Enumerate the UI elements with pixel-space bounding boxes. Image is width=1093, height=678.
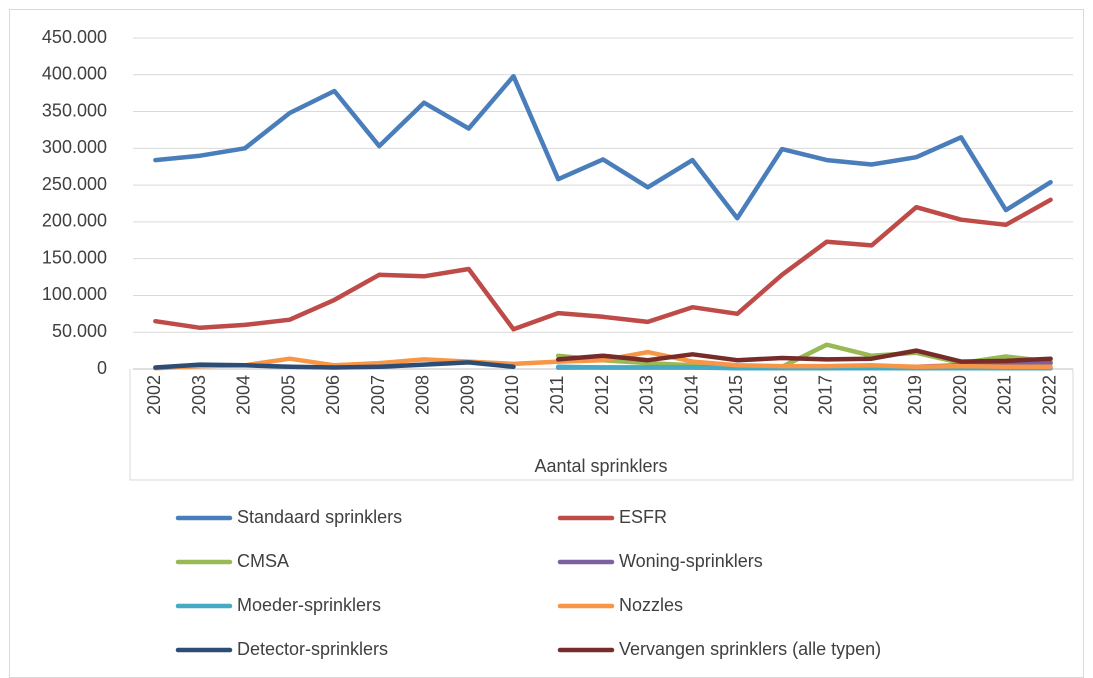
x-tick-label: 2008 (413, 375, 433, 415)
series-line (153, 360, 516, 370)
x-tick-label: 2021 (995, 375, 1015, 415)
y-tick-label: 400.000 (42, 64, 107, 84)
x-tick-label: 2015 (726, 375, 746, 415)
y-tick-label: 200.000 (42, 211, 107, 231)
x-tick-label: 2003 (189, 375, 209, 415)
x-tick-label: 2017 (816, 375, 836, 415)
legend-label: Detector-sprinklers (237, 639, 388, 659)
legend-label: Nozzles (619, 595, 683, 615)
chart-frame (9, 9, 1084, 678)
y-tick-label: 0 (97, 358, 107, 378)
legend-label: Vervangen sprinklers (alle typen) (619, 639, 881, 659)
y-tick-label: 100.000 (42, 284, 107, 304)
x-tick-label: 2019 (905, 375, 925, 415)
legend-label: Woning-sprinklers (619, 551, 763, 571)
x-tick-label: 2010 (502, 375, 522, 415)
y-tick-label: 150.000 (42, 247, 107, 267)
x-tick-label: 2014 (681, 375, 701, 415)
x-tick-label: 2016 (771, 375, 791, 415)
y-tick-label: 50.000 (52, 321, 107, 341)
category-box (129, 369, 1074, 481)
x-tick-label: 2002 (144, 375, 164, 415)
x-tick-label: 2004 (234, 375, 254, 415)
x-tick-label: 2022 (1039, 375, 1059, 415)
x-tick-label: 2009 (457, 375, 477, 415)
x-tick-label: 2012 (592, 375, 612, 415)
x-tick-label: 2013 (637, 375, 657, 415)
y-tick-label: 350.000 (42, 100, 107, 120)
x-tick-label: 2006 (323, 375, 343, 415)
y-tick-label: 250.000 (42, 174, 107, 194)
series-line (555, 348, 1053, 364)
x-tick-label: 2018 (860, 375, 880, 415)
x-tick-label: 2005 (278, 375, 298, 415)
legend-label: ESFR (619, 507, 667, 527)
series-line (153, 197, 1053, 332)
legend-label: CMSA (237, 551, 289, 571)
y-tick-label: 300.000 (42, 137, 107, 157)
series-line (153, 349, 1053, 371)
legend-label: Standaard sprinklers (237, 507, 402, 527)
series-line (153, 73, 1053, 221)
x-tick-label: 2011 (547, 376, 567, 415)
y-tick-label: 450.000 (42, 27, 107, 47)
x-tick-label: 2020 (950, 375, 970, 415)
legend-label: Moeder-sprinklers (237, 595, 381, 615)
x-tick-label: 2007 (368, 375, 388, 415)
x-axis-title: Aantal sprinklers (534, 456, 667, 476)
